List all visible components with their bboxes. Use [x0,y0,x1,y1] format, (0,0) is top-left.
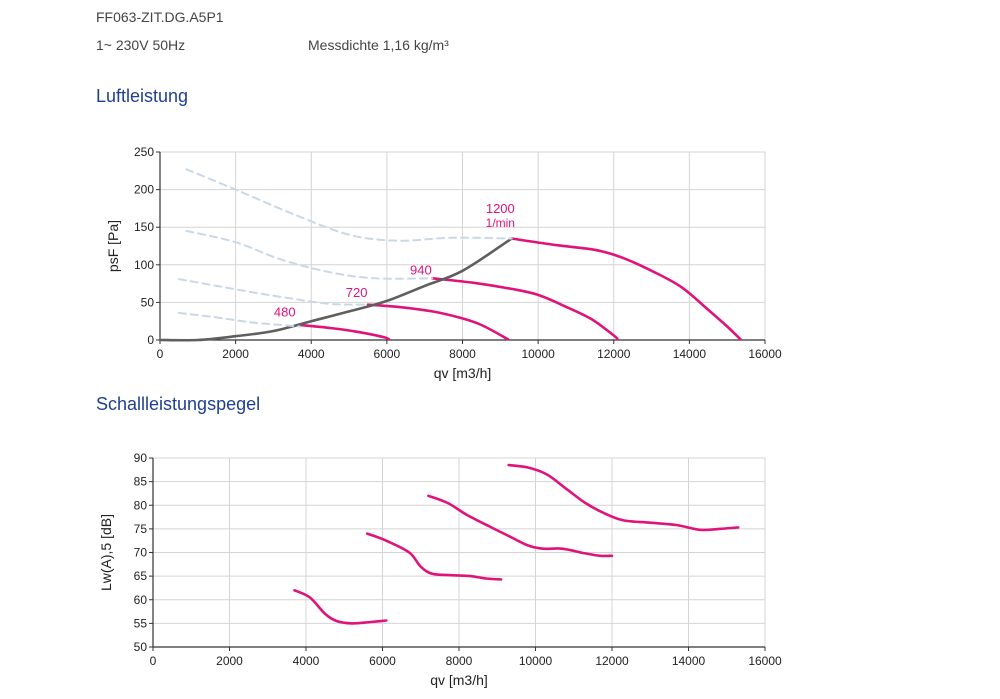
x-tick-label: 4000 [298,347,325,361]
speed-annotation: 940 [410,263,432,278]
density-label: Messdichte 1,16 kg/m³ [308,37,449,53]
y-tick-label: 150 [134,220,154,234]
x-tick-label: 6000 [369,654,396,668]
x-tick-label: 12000 [597,347,631,361]
speed-annotation: 720 [346,285,368,300]
speed-curve-0 [298,323,391,341]
x-tick-label: 2000 [222,347,249,361]
y-tick-label: 50 [141,295,155,309]
x-axis-title: qv [m3/h] [434,365,492,381]
x-tick-label: 14000 [673,347,707,361]
sound-power-heading: Schallleistungspegel [96,394,261,414]
y-tick-label: 85 [134,475,148,489]
x-tick-label: 8000 [449,347,476,361]
y-tick-label: 250 [134,145,154,159]
y-tick-label: 65 [134,569,148,583]
x-tick-label: 16000 [748,654,782,668]
y-tick-label: 50 [134,640,148,654]
speed-annotation: 1/min [486,216,515,230]
x-tick-label: 6000 [374,347,401,361]
y-tick-label: 0 [147,333,154,347]
x-tick-label: 16000 [748,347,782,361]
y-axis-title: Lw(A),5 [dB] [98,514,114,591]
system-line-4 [158,237,513,342]
speed-curve-2 [431,277,619,341]
y-tick-label: 75 [134,522,148,536]
model-title: FF063-ZIT.DG.A5P1 [96,9,224,25]
speed-annotation: 480 [274,305,296,320]
x-tick-label: 2000 [216,654,243,668]
speed-curve-3 [510,237,742,341]
y-tick-label: 100 [134,258,154,272]
y-tick-label: 70 [134,546,148,560]
speed-curve-0 [293,589,388,625]
x-tick-label: 10000 [521,347,555,361]
x-tick-label: 14000 [672,654,706,668]
speed-curve-1 [365,532,503,581]
speed-curve-1 [366,303,510,341]
y-tick-label: 60 [134,593,148,607]
dashed-curve-6 [177,278,369,306]
x-tick-label: 0 [157,347,164,361]
air-performance-heading: Luftleistung [96,86,189,106]
y-tick-label: 90 [134,451,148,465]
dashed-curve-7 [185,230,434,280]
supply-label: 1~ 230V 50Hz [96,37,186,53]
x-tick-label: 8000 [446,654,473,668]
speed-annotation: 1200 [486,201,515,216]
x-axis-title: qv [m3/h] [430,672,488,688]
x-tick-label: 10000 [519,654,553,668]
y-axis-title: psF [Pa] [105,220,121,272]
speed-curve-2 [427,494,614,558]
x-tick-label: 4000 [293,654,320,668]
y-tick-label: 200 [134,183,154,197]
x-tick-label: 12000 [595,654,629,668]
dashed-curve-5 [177,311,301,328]
x-tick-label: 0 [150,654,157,668]
dashed-curve-8 [185,168,513,242]
y-tick-label: 80 [134,498,148,512]
y-tick-label: 55 [134,616,148,630]
speed-curve-3 [507,463,740,532]
